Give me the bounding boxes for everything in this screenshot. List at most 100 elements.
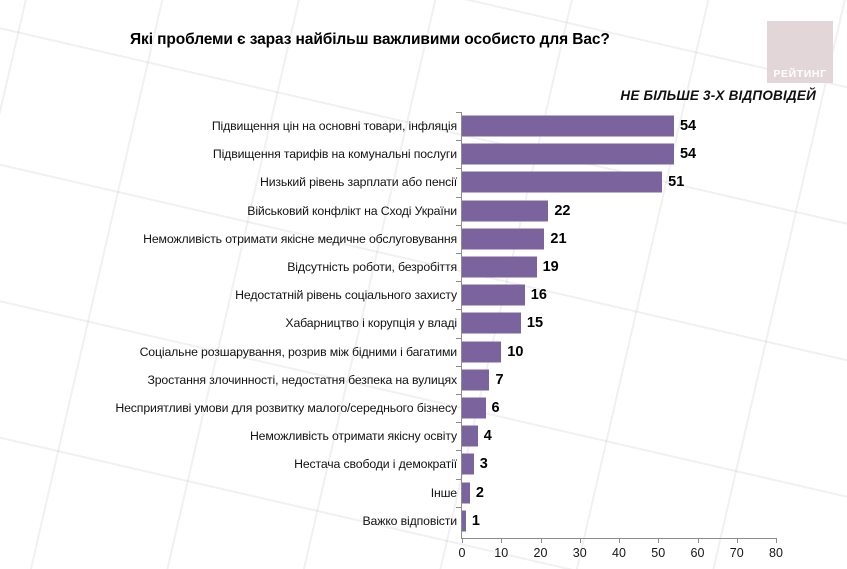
chart-row: Важко відповісти 1: [0, 506, 847, 535]
category-label: Нестача свободи і демократії: [294, 457, 457, 472]
bar: [462, 425, 478, 447]
chart-row: Неможливість отримати якісну освіту 4: [0, 422, 847, 450]
chart-row: Інше 2: [0, 478, 847, 507]
x-axis-tick: [619, 538, 620, 543]
bar-value-label: 2: [475, 484, 484, 501]
category-label: Підвищення цін на основні товари, інфляц…: [211, 119, 457, 134]
x-axis-tick: [579, 538, 581, 543]
bar: [462, 115, 674, 137]
logo-label: РЕЙТИНГ: [773, 68, 827, 80]
bar: [462, 369, 490, 391]
y-axis-tick: [456, 478, 462, 480]
category-label: Неможливість отримати якісну освіту: [249, 429, 457, 444]
chart-row: Підвищення цін на основні товари, інфляц…: [0, 112, 847, 140]
x-axis-tick-label: 80: [769, 546, 783, 560]
category-label: Інше: [430, 485, 457, 500]
bar: [462, 256, 537, 278]
y-axis-tick: [456, 112, 462, 113]
bar-value-label: 21: [550, 230, 567, 247]
y-axis-tick: [456, 253, 462, 254]
y-axis-tick: [456, 140, 462, 142]
bar-value-label: 15: [526, 315, 544, 332]
bar: [462, 200, 549, 222]
x-axis-tick-label: 10: [494, 546, 509, 560]
bar: [462, 143, 674, 165]
y-axis-tick: [456, 281, 462, 283]
chart-row: Неможливість отримати якісне медичне обс…: [0, 224, 847, 253]
bar: [462, 171, 663, 193]
category-label: Відсутність роботи, безробіття: [287, 260, 457, 275]
category-label: Хабарництво і корупція у владі: [285, 316, 457, 331]
bar-value-label: 54: [679, 118, 697, 135]
bar: [462, 228, 545, 250]
x-axis-tick: [501, 538, 503, 543]
x-axis-tick: [462, 538, 463, 543]
x-axis-tick: [697, 538, 699, 543]
chart-row: Хабарництво і корупція у владі 15: [0, 309, 847, 337]
category-label: Підвищення тарифів на комунальні послуги: [212, 147, 457, 162]
y-axis-tick: [456, 506, 462, 508]
x-axis-line: [461, 538, 776, 540]
bar-value-label: 22: [554, 202, 571, 219]
chart-row: Низький рівень зарплати або пенсії 51: [0, 168, 847, 196]
x-axis-tick: [776, 538, 777, 543]
category-label: Неможливість отримати якісне медичне обс…: [143, 231, 457, 246]
y-axis-tick: [456, 168, 462, 170]
bar-value-label: 16: [530, 287, 547, 304]
y-axis-tick: [456, 394, 462, 395]
chart-row: Соціальне розшарування, розрив між бідни…: [0, 337, 847, 366]
bar-value-label: 10: [507, 343, 524, 360]
bar: [462, 284, 525, 306]
bar: [462, 453, 474, 475]
y-axis-line: [461, 112, 463, 539]
bar-value-label: 54: [679, 146, 697, 163]
rating-group-logo: РЕЙТИНГ: [767, 21, 833, 83]
x-axis-tick-label: 0: [458, 546, 466, 560]
bar: [462, 341, 502, 363]
category-label: Соціальне розшарування, розрив між бідни…: [139, 344, 458, 359]
bar: [462, 510, 466, 532]
x-axis-tick-label: 60: [690, 546, 705, 560]
bar: [462, 482, 470, 504]
bar-value-label: 3: [479, 456, 488, 473]
y-axis-tick: [456, 450, 462, 452]
x-axis-tick: [658, 538, 660, 543]
x-axis-tick: [736, 538, 738, 543]
y-axis-tick: [456, 422, 462, 424]
bar-value-label: 6: [491, 400, 500, 417]
y-axis-tick: [456, 309, 462, 311]
x-axis-tick-label: 50: [651, 546, 666, 560]
y-axis-tick: [456, 365, 462, 367]
category-label: Низький рівень зарплати або пенсії: [259, 175, 457, 190]
category-label: Військовий конфлікт на Сході України: [247, 203, 457, 218]
chart-row: Відсутність роботи, безробіття 19: [0, 253, 847, 281]
bar-value-label: 7: [495, 371, 504, 388]
x-axis-tick: [540, 538, 542, 543]
chart-row: Військовий конфлікт на Сході України 22: [0, 196, 847, 225]
chart-subtitle: НЕ БІЛЬШЕ 3-Х ВІДПОВІДЕЙ: [620, 88, 816, 103]
chart-row: Недостатній рівень соціального захисту 16: [0, 281, 847, 309]
x-axis-tick-label: 20: [533, 546, 548, 560]
category-label: Несприятливі умови для розвитку малого/с…: [115, 401, 457, 416]
category-label: Зростання злочинності, недостатня безпек…: [147, 372, 457, 387]
y-axis-tick: [456, 196, 462, 198]
x-axis-tick-label: 40: [612, 546, 626, 560]
bar-chart-plot: Підвищення цін на основні товари, інфляц…: [0, 110, 847, 542]
bar-value-label: 1: [471, 512, 480, 529]
x-axis-tick-label: 30: [572, 546, 587, 560]
x-axis-tick-label: 70: [729, 546, 744, 560]
page-title: Які проблеми є зараз найбільш важливими …: [130, 31, 610, 48]
bar: [462, 397, 486, 419]
bar-value-label: 4: [483, 428, 492, 445]
category-label: Недостатній рівень соціального захисту: [235, 288, 457, 303]
category-label: Важко відповісти: [362, 513, 458, 528]
bar-value-label: 51: [668, 174, 685, 191]
y-axis-tick: [456, 224, 462, 226]
chart-row: Нестача свободи і демократії 3: [0, 450, 847, 478]
y-axis-tick: [456, 337, 462, 339]
chart-row: Підвищення тарифів на комунальні послуги…: [0, 140, 847, 168]
chart-row: Зростання злочинності, недостатня безпек…: [0, 365, 847, 394]
bar: [462, 312, 521, 334]
